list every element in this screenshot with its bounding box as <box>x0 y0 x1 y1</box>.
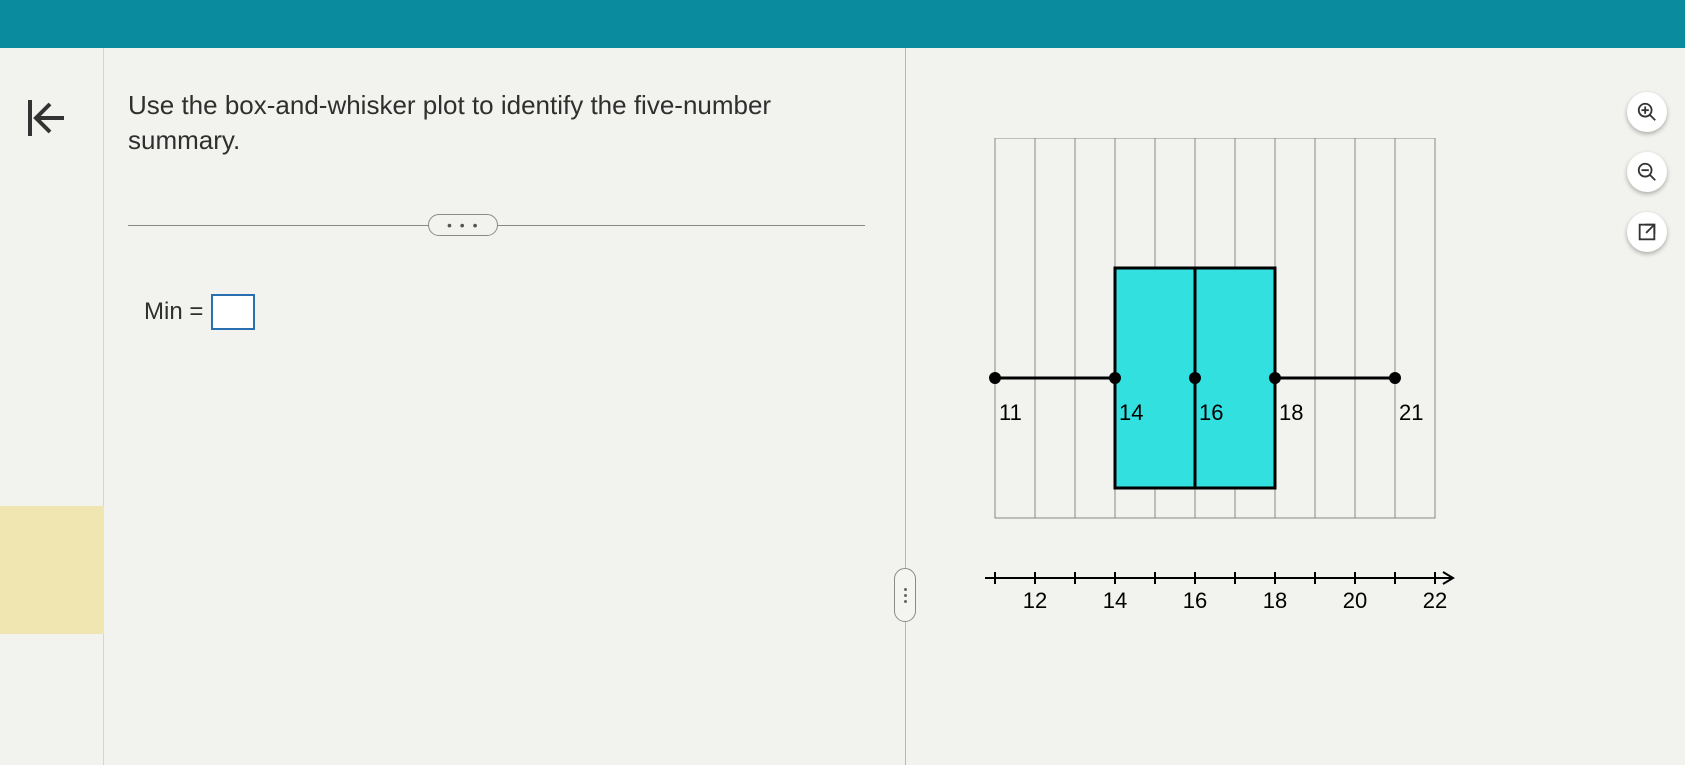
chart-panel: 11 14 16 18 21 12 14 16 18 20 22 <box>905 48 1605 765</box>
sidebar-highlight <box>0 506 104 634</box>
content-area: Use the box-and-whisker plot to identify… <box>0 48 1685 765</box>
question-text: Use the box-and-whisker plot to identify… <box>128 88 865 158</box>
collapse-left-button[interactable] <box>24 96 72 145</box>
svg-text:12: 12 <box>1023 588 1047 613</box>
svg-text:18: 18 <box>1263 588 1287 613</box>
svg-text:14: 14 <box>1119 400 1143 425</box>
svg-text:22: 22 <box>1423 588 1447 613</box>
popout-icon <box>1636 221 1658 243</box>
zoom-in-icon <box>1636 101 1658 123</box>
svg-text:16: 16 <box>1183 588 1207 613</box>
zoom-in-button[interactable] <box>1627 92 1667 132</box>
svg-text:18: 18 <box>1279 400 1303 425</box>
app-header-bar <box>0 0 1685 48</box>
popout-button[interactable] <box>1627 212 1667 252</box>
answer-label: Min = <box>144 298 203 326</box>
zoom-out-button[interactable] <box>1627 152 1667 192</box>
tool-column <box>1605 48 1685 765</box>
boxplot-chart: 1114161821121416182022 <box>955 138 1455 598</box>
svg-text:11: 11 <box>999 400 1022 425</box>
question-panel: Use the box-and-whisker plot to identify… <box>104 48 905 765</box>
divider-expand-handle[interactable]: • • • <box>428 214 498 236</box>
svg-text:16: 16 <box>1199 400 1223 425</box>
collapse-left-icon <box>24 96 72 140</box>
zoom-out-icon <box>1636 161 1658 183</box>
svg-text:21: 21 <box>1399 400 1423 425</box>
svg-text:20: 20 <box>1343 588 1367 613</box>
svg-text:14: 14 <box>1103 588 1127 613</box>
min-input[interactable] <box>211 294 255 330</box>
left-sidebar <box>0 48 104 765</box>
section-divider: • • • <box>128 214 865 238</box>
answer-row: Min = <box>128 294 865 330</box>
